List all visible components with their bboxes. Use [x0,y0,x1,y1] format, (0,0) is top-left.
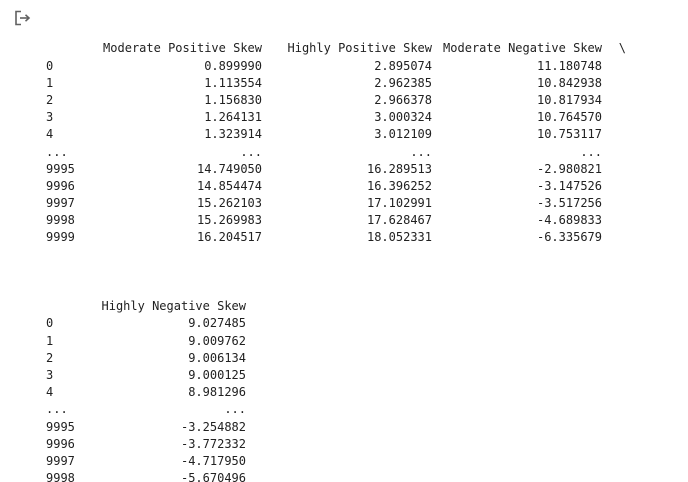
table-cell: 2.895074 [374,58,432,73]
dataframe-table-part-1: Moderate Positive Skew Highly Positive Sk… [46,40,626,246]
table-cell: ... [580,144,602,159]
table-cell: 14.749050 [196,161,262,176]
row-index: 0 [46,58,54,73]
row-index: 9998 [46,471,75,482]
table-cell: -3.147526 [536,178,602,193]
table-cell: 17.102991 [366,196,432,211]
row-index: ... [46,402,68,417]
table-cell: 3.012109 [374,127,432,142]
row-index: 9997 [46,196,75,211]
table-cell: 9.027485 [188,316,246,331]
table-cell: 10.817934 [536,92,602,107]
table-cell: 11.180748 [536,58,602,73]
table-cell: 2.966378 [374,92,432,107]
table-cell: ... [240,144,262,159]
table-cell: -4.717950 [180,453,246,468]
table-cell: 9.009762 [188,333,246,348]
column-header: Highly Positive Skew [287,41,433,56]
table-cell: -3.772332 [180,436,246,451]
table-cell: 10.764570 [536,110,602,125]
cell-output: Moderate Positive Skew Highly Positive Sk… [46,6,626,482]
table-cell: 16.396252 [366,178,432,193]
row-index: 2 [46,350,54,365]
dataframe-table-part-2: Highly Negative Skew 0 9.027485 1 9.009762 2 9… [46,298,626,482]
row-index: 4 [46,385,54,400]
column-header: Highly Negative Skew [101,299,247,314]
table-cell: 9.006134 [188,350,246,365]
table-cell: 16.204517 [196,230,262,245]
table-cell: 17.628467 [366,213,432,228]
table-cell: 0.899990 [204,58,262,73]
table-cell: 1.323914 [204,127,262,142]
row-index: 9995 [46,161,75,176]
table-cell: 14.854474 [196,178,262,193]
table-cell: 1.264131 [204,110,262,125]
table-cell: -2.980821 [536,161,602,176]
table-cell: 1.113554 [204,75,262,90]
output-arrow-icon[interactable] [14,10,32,26]
row-index: 0 [46,316,54,331]
column-header: Moderate Positive Skew [103,41,262,56]
row-index: 9996 [46,178,75,193]
table-cell: 16.289513 [366,161,432,176]
row-index: 1 [46,333,54,348]
table-cell: -6.335679 [536,230,602,245]
row-index: 1 [46,75,54,90]
table-cell: ... [224,402,246,417]
table-cell: 2.962385 [374,75,432,90]
table-cell: -3.254882 [180,419,246,434]
table-cell: -5.670496 [180,471,246,482]
row-index: 9998 [46,213,75,228]
table-cell: 9.000125 [188,368,246,382]
column-header: Moderate Negative Skew [443,41,602,56]
table-cell: -3.517256 [536,196,602,211]
table-cell: -4.689833 [536,213,602,228]
table-cell: 15.269983 [196,213,262,228]
row-index: 9999 [46,230,75,245]
row-index: ... [46,144,68,159]
table-cell: 15.262103 [196,196,262,211]
row-index: 9995 [46,419,75,434]
table-cell: 10.753117 [536,127,602,142]
row-index: 9997 [46,453,75,468]
table-cell: 8.981296 [188,385,246,400]
row-index: 3 [46,368,54,382]
row-index: 9996 [46,436,75,451]
table-cell: 3.000324 [374,110,432,125]
row-index: 3 [46,110,54,125]
table-cell: 1.156830 [204,92,262,107]
row-index: 2 [46,92,54,107]
continuation-marker: \ [618,41,626,56]
table-cell: 10.842938 [536,75,602,90]
table-cell: ... [410,144,432,159]
row-index: 4 [46,127,54,142]
table-cell: 18.052331 [366,230,432,245]
